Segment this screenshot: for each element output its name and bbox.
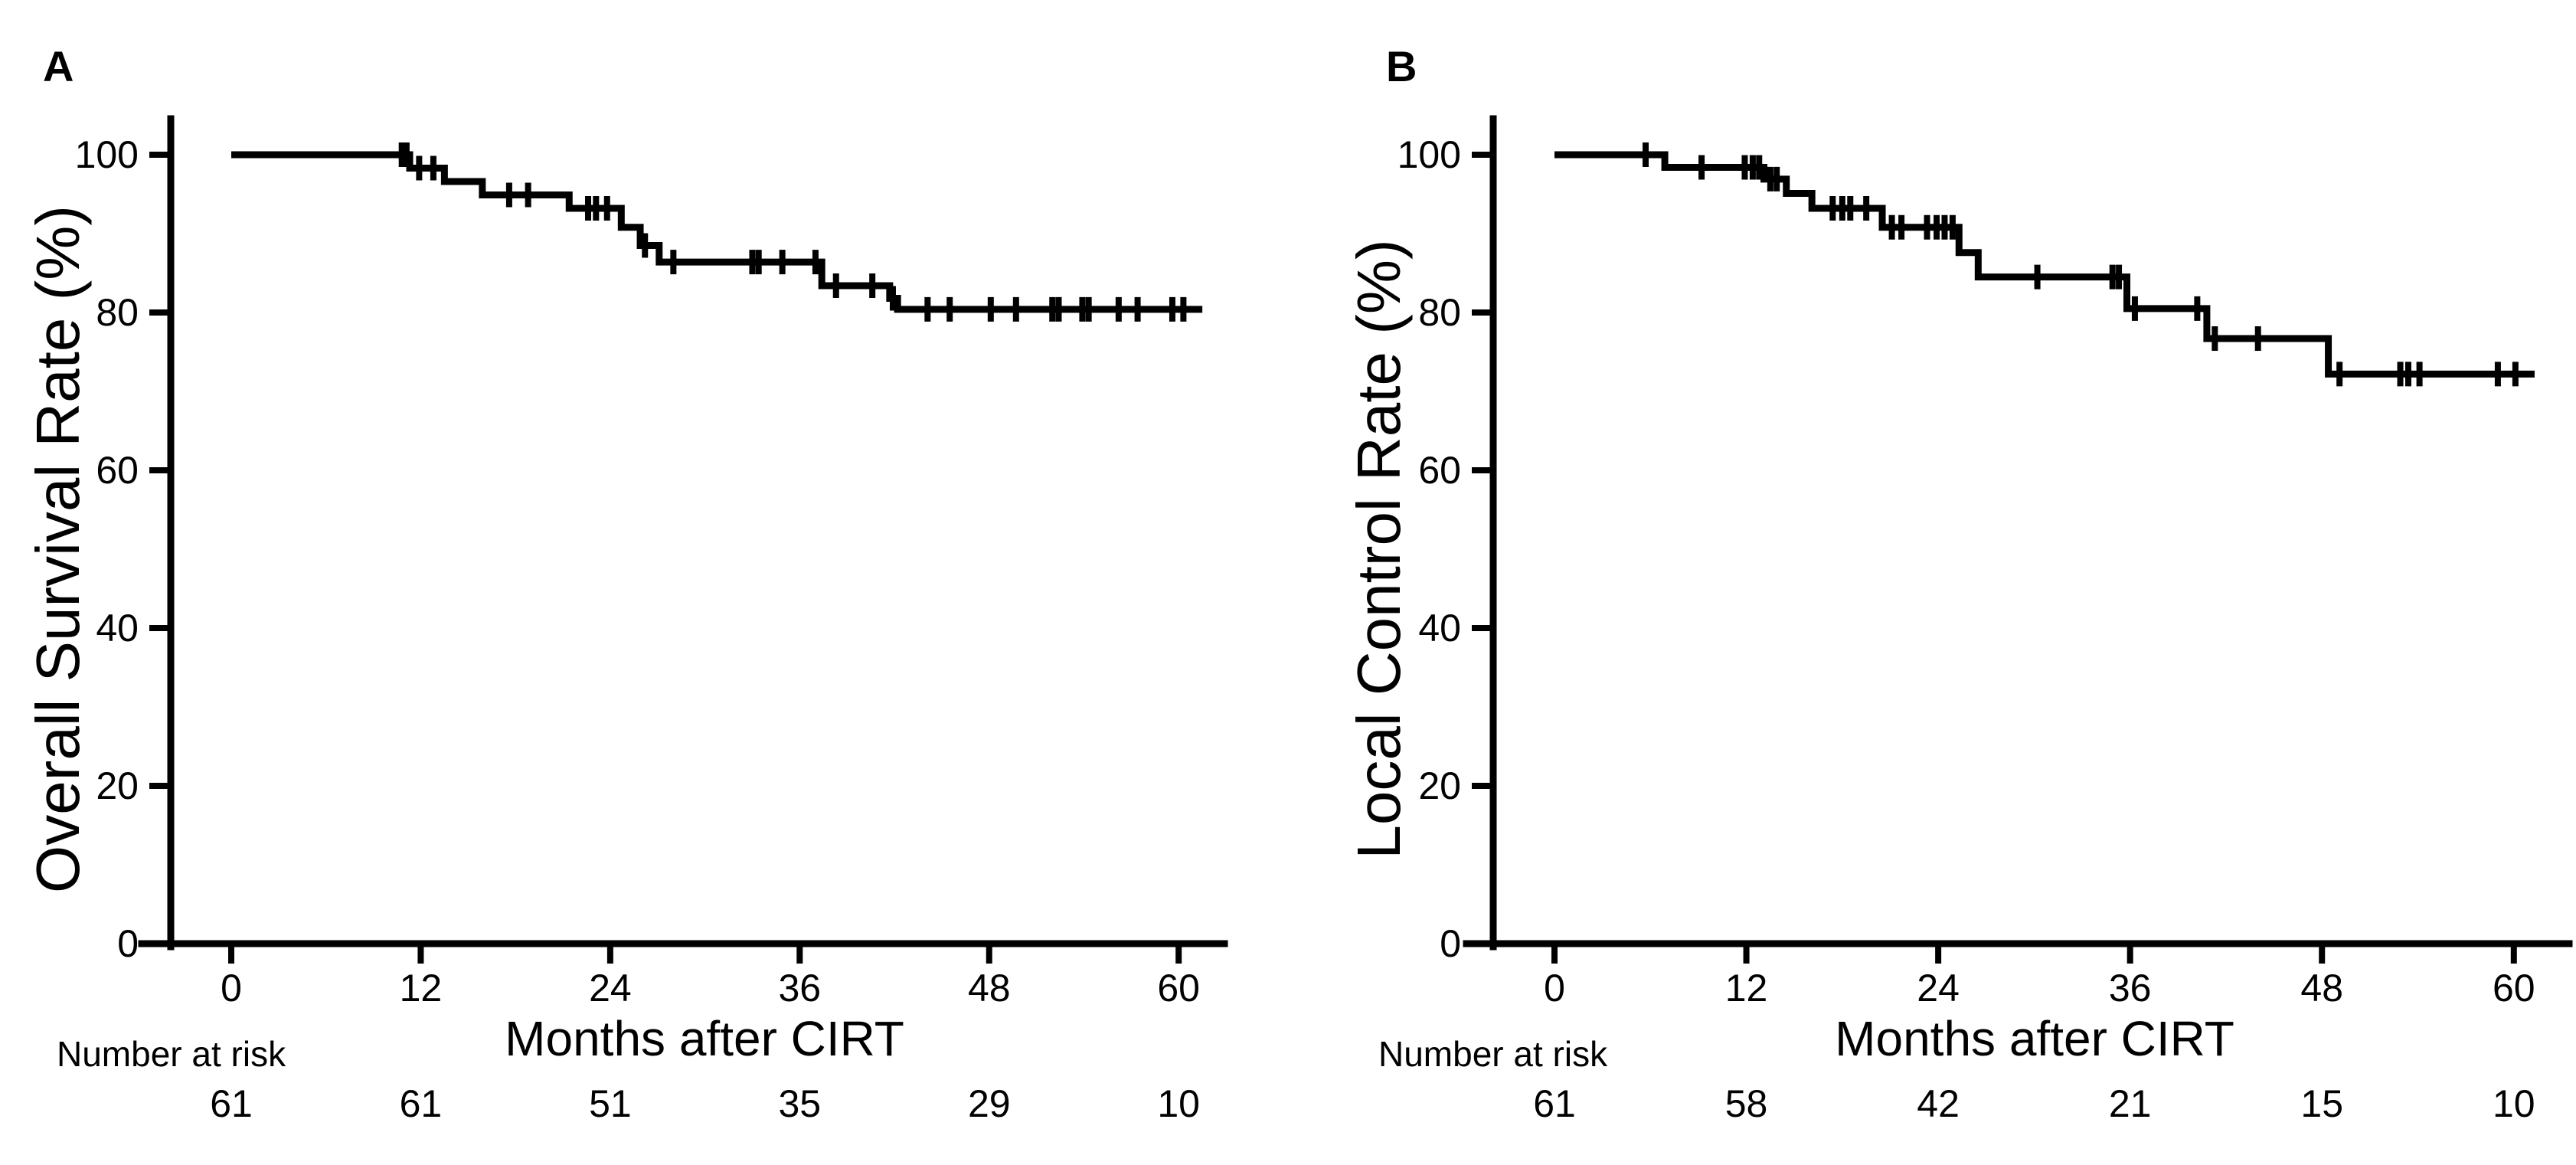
- x-tick-label: 24: [1917, 967, 1960, 1010]
- x-tick-label: 48: [968, 967, 1011, 1010]
- y-axis-title: Local Control Rate (%): [1345, 239, 1413, 859]
- number-at-risk-value: 29: [968, 1082, 1011, 1125]
- number-at-risk-label: Number at risk: [57, 1034, 286, 1074]
- y-tick-label: 100: [1398, 133, 1461, 176]
- y-tick-label: 60: [1418, 449, 1461, 492]
- x-tick-label: 36: [779, 967, 822, 1010]
- y-tick-label: 60: [96, 449, 139, 492]
- y-tick-label: 100: [75, 133, 139, 176]
- x-axis-title: Months after CIRT: [1835, 1011, 2234, 1066]
- plot-area: 100 80 60 40 20 0 0 61 12 61 24 51 36 35 48 29 60 10: [75, 115, 1228, 1125]
- x-tick-label: 36: [2109, 967, 2152, 1010]
- x-tick-label: 60: [2493, 967, 2535, 1010]
- number-at-risk-value: 58: [1725, 1082, 1768, 1125]
- panel-local-control: B Local Control Rate (%) Months after CI…: [1345, 42, 2573, 1125]
- number-at-risk-value: 35: [779, 1082, 822, 1125]
- x-axis-title: Months after CIRT: [505, 1011, 904, 1066]
- x-tick-label: 48: [2300, 967, 2343, 1010]
- x-tick-label: 24: [589, 967, 632, 1010]
- y-axis-title: Overall Survival Rate (%): [24, 205, 92, 893]
- number-at-risk-label: Number at risk: [1378, 1034, 1608, 1074]
- number-at-risk-value: 10: [1157, 1082, 1200, 1125]
- x-tick-label: 60: [1157, 967, 1200, 1010]
- y-tick-label: 40: [96, 607, 139, 650]
- number-at-risk-value: 51: [589, 1082, 632, 1125]
- number-at-risk-value: 61: [210, 1082, 253, 1125]
- km-curve: [231, 151, 1203, 313]
- x-tick-label: 0: [221, 967, 242, 1010]
- panel-letter-a: A: [43, 42, 74, 90]
- x-tick-label: 12: [1725, 967, 1768, 1010]
- panel-letter-b: B: [1386, 42, 1417, 90]
- panel-overall-survival: A Overall Survival Rate (%) Months after…: [24, 42, 1228, 1125]
- number-at-risk-value: 21: [2109, 1082, 2152, 1125]
- y-tick-label: 40: [1418, 607, 1461, 650]
- number-at-risk-value: 15: [2300, 1082, 2343, 1125]
- number-at-risk-value: 42: [1917, 1082, 1960, 1125]
- km-curve: [1554, 151, 2535, 378]
- number-at-risk-value: 10: [2493, 1082, 2535, 1125]
- x-tick-label: 0: [1544, 967, 1565, 1010]
- plot-area: 100 80 60 40 20 0 0 61 12 58 24 42 36 21 48 15 60 10: [1398, 115, 2573, 1125]
- y-tick-label: 80: [96, 291, 139, 334]
- number-at-risk-value: 61: [400, 1082, 443, 1125]
- number-at-risk-value: 61: [1533, 1082, 1576, 1125]
- y-tick-label: 80: [1418, 291, 1461, 334]
- y-tick-label: 20: [96, 764, 139, 807]
- x-tick-label: 12: [400, 967, 443, 1010]
- y-tick-label: 20: [1418, 764, 1461, 807]
- y-tick-label: 0: [1440, 922, 1461, 965]
- y-tick-label: 0: [117, 922, 139, 965]
